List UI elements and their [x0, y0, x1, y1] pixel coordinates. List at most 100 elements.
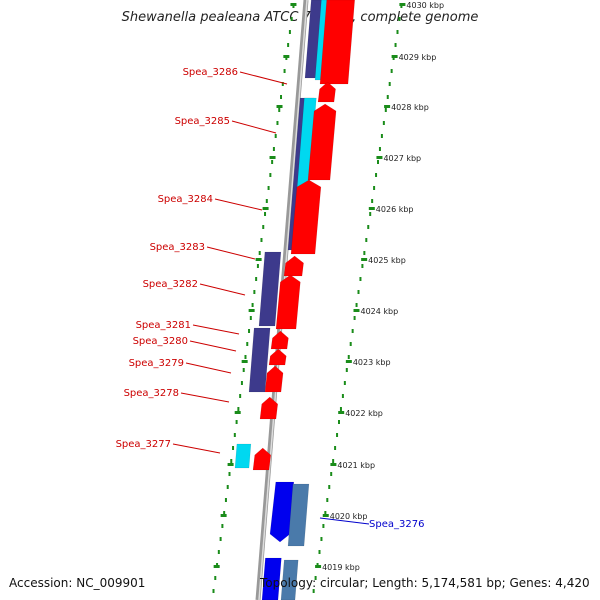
- gene-label: Spea_3278: [124, 388, 179, 399]
- outer-tick: [336, 433, 339, 437]
- inner-tick: [264, 212, 267, 216]
- gene-label: Spea_3277: [116, 439, 171, 450]
- inner-tick: [280, 95, 283, 99]
- scale-label: 4026 kbp: [376, 205, 414, 214]
- scale-inner-major-tick: [262, 207, 269, 210]
- outer-tick: [398, 17, 401, 21]
- inner-tick: [246, 342, 249, 346]
- inner-tick: [276, 121, 279, 125]
- scale-inner-major-tick: [255, 258, 262, 261]
- outer-tick: [373, 186, 376, 190]
- outer-tick: [339, 407, 342, 411]
- outer-tick: [357, 290, 360, 294]
- scale-inner-major-tick: [269, 156, 276, 159]
- map-title: Shewanella pealeana ATCC 700345, complet…: [121, 10, 479, 25]
- inner-tick: [249, 316, 252, 320]
- scale-major-tick: [399, 3, 406, 6]
- scale-major-tick: [330, 463, 337, 466]
- outer-tick: [394, 43, 397, 47]
- scale-major-tick: [376, 156, 383, 159]
- scale-inner-major-tick: [276, 105, 283, 108]
- inner-tick: [260, 238, 263, 242]
- inner-tick: [262, 225, 265, 229]
- inner-tick: [281, 82, 284, 86]
- inner-tick: [228, 472, 231, 476]
- outer-tick: [396, 30, 399, 34]
- inner-tick: [271, 160, 274, 164]
- gene-label-leader: [180, 392, 230, 403]
- scale-label: 4023 kbp: [353, 358, 391, 367]
- inner-tick: [253, 290, 256, 294]
- outer-tick: [386, 95, 389, 99]
- inner-tick: [221, 524, 224, 528]
- inner-tick: [240, 381, 243, 385]
- inner-tick: [287, 43, 290, 47]
- outer-tick: [382, 121, 385, 125]
- gene-label-leader: [189, 340, 237, 352]
- inner-tick: [269, 173, 272, 177]
- outer-tick: [347, 355, 350, 359]
- gene-label: Spea_3280: [133, 336, 188, 347]
- gene-label-leader: [199, 283, 246, 296]
- scale-label: 4025 kbp: [368, 256, 406, 265]
- scale-inner-major-tick: [227, 463, 234, 466]
- scale-label: 4020 kbp: [330, 512, 368, 521]
- gene-spea-3284: [290, 179, 322, 255]
- scale-label: 4030 kbp: [406, 1, 444, 10]
- gene-spea-3281: [270, 330, 289, 350]
- gene-spea-3276: [269, 481, 295, 543]
- gene-label-leader: [231, 120, 277, 134]
- gene-label: Spea_3279: [129, 358, 184, 369]
- inner-tick: [274, 134, 277, 138]
- scale-inner-major-tick: [213, 565, 220, 568]
- outer-tick: [345, 368, 348, 372]
- gene-label-leader: [192, 324, 240, 335]
- aux-feature-3277: [234, 443, 252, 469]
- scale-major-tick: [315, 565, 322, 568]
- gene-spea-3275: [261, 557, 282, 600]
- inner-tick: [242, 368, 245, 372]
- inner-tick: [251, 303, 254, 307]
- cds-spea-3283: [258, 251, 282, 327]
- outer-tick: [371, 199, 374, 203]
- gene-spea-3286: [319, 0, 355, 85]
- outer-tick: [355, 303, 358, 307]
- outer-tick: [390, 69, 393, 73]
- accession-text: Accession: NC_009901: [9, 576, 146, 590]
- outer-tick: [343, 381, 346, 385]
- outer-tick: [314, 576, 317, 580]
- scale-label: 4024 kbp: [361, 307, 399, 316]
- inner-tick: [226, 485, 229, 489]
- outer-tick: [334, 446, 337, 450]
- outer-tick: [322, 524, 325, 528]
- inner-tick: [267, 186, 270, 190]
- inner-tick: [244, 355, 247, 359]
- scale-label: 4022 kbp: [345, 409, 383, 418]
- cds-spea-3276: [287, 483, 310, 547]
- gene-label: Spea_3281: [136, 320, 191, 331]
- gene-label: Spea_3284: [158, 194, 213, 205]
- outer-tick: [341, 394, 344, 398]
- inner-tick: [248, 329, 251, 333]
- gene-label-leader: [319, 517, 370, 525]
- outer-tick: [365, 238, 368, 242]
- scale-major-tick: [384, 105, 391, 108]
- scale-major-tick: [345, 360, 352, 363]
- inner-tick: [232, 446, 235, 450]
- inner-tick: [224, 498, 227, 502]
- scale-inner-major-tick: [248, 309, 255, 312]
- inner-tick: [290, 17, 293, 21]
- inner-tick: [212, 589, 215, 593]
- gene-spea-3279: [264, 365, 284, 393]
- inner-tick: [278, 108, 281, 112]
- scale-major-tick: [368, 207, 375, 210]
- inner-tick: [258, 251, 261, 255]
- scale-major-tick: [391, 55, 398, 58]
- scale-inner-major-tick: [234, 411, 241, 414]
- scale-major-tick: [338, 411, 345, 414]
- cds-spea-3275: [280, 559, 299, 600]
- inner-tick: [214, 576, 217, 580]
- inner-tick: [288, 30, 291, 34]
